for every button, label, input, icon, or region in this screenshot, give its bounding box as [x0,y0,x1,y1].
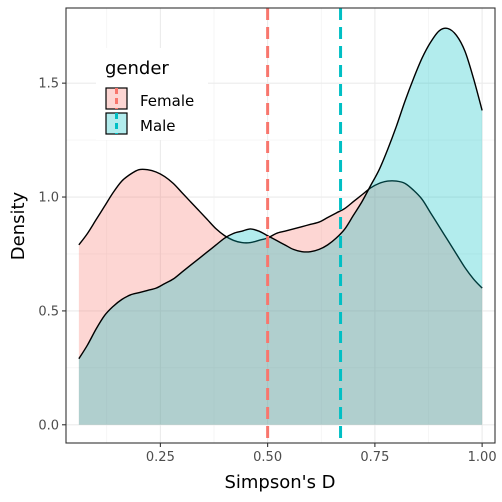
y-tick-label: 0.5 [38,304,59,319]
density-curve-male [78,27,483,360]
density-area-female [78,169,483,425]
x-tick-label: 0.75 [360,450,389,465]
y-tick-label: 0.0 [38,418,59,433]
y-tick-label: 1.5 [38,77,59,92]
axis-ticks: 0.25 0.50 0.75 1.00 0.0 0.5 1.0 1.5 [38,77,496,465]
legend-label-female: Female [140,92,194,110]
density-area-male [78,28,483,425]
density-areas [78,27,483,425]
legend: gender Female Male [96,48,208,140]
legend-keys [105,87,128,135]
mean-lines [266,8,343,443]
y-axis-title: Density [8,191,29,260]
x-axis-title: Simpson's D [224,472,335,493]
x-tick-label: 0.50 [253,450,282,465]
legend-label-male: Male [140,117,176,135]
legend-title: gender [105,58,169,79]
y-tick-label: 1.0 [38,191,59,206]
x-tick-label: 0.25 [146,450,175,465]
density-curve-female [78,168,483,289]
x-tick-label: 1.00 [468,450,497,465]
plot-border [65,7,496,444]
